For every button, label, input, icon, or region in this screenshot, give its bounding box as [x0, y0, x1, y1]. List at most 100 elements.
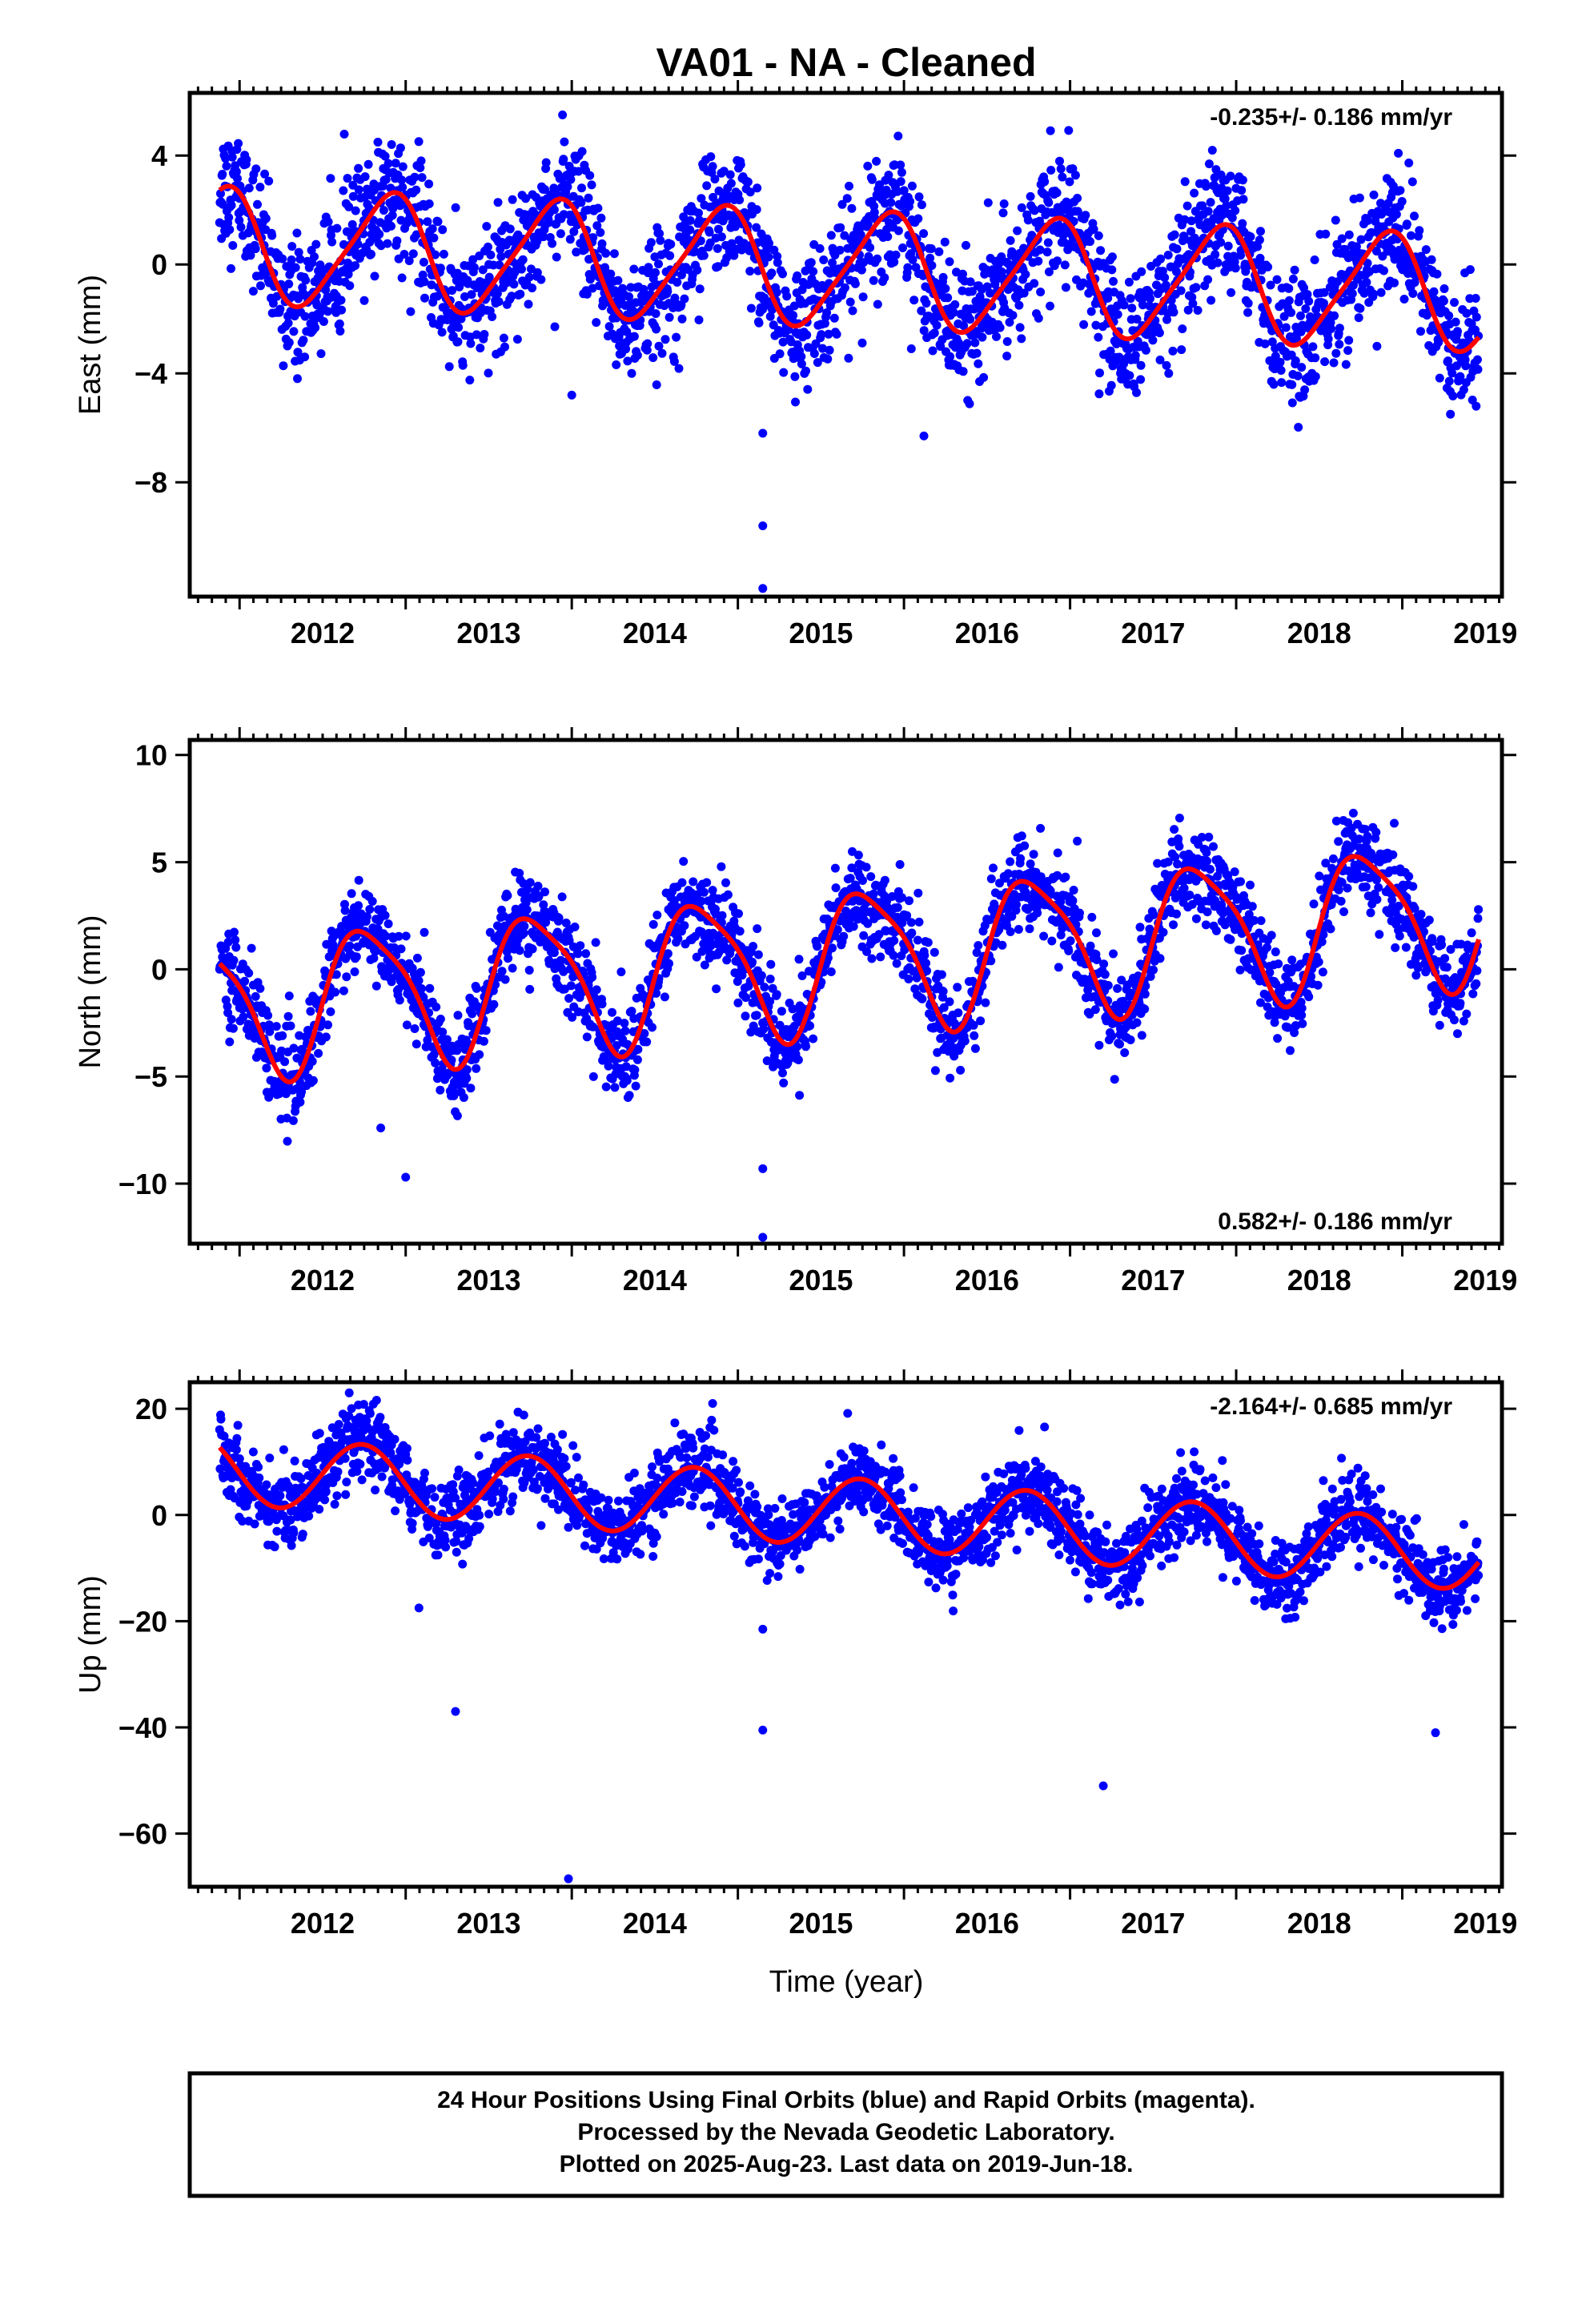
data-point — [596, 213, 606, 223]
data-point — [1432, 269, 1442, 279]
data-point — [1459, 385, 1468, 395]
data-point — [753, 183, 762, 193]
data-point — [1314, 957, 1323, 967]
data-point — [920, 951, 930, 960]
data-point — [1136, 360, 1146, 370]
data-point — [1283, 1023, 1293, 1032]
data-point — [581, 949, 591, 959]
data-point — [1149, 910, 1158, 919]
data-point — [1471, 294, 1480, 303]
data-point — [343, 270, 353, 279]
data-point — [260, 169, 270, 179]
data-point — [1065, 177, 1074, 187]
data-point — [962, 339, 972, 348]
data-point — [326, 174, 335, 183]
data-point — [826, 967, 836, 976]
data-point — [727, 239, 737, 248]
data-point — [1416, 327, 1425, 336]
data-point — [975, 292, 985, 301]
data-point — [712, 984, 721, 994]
data-point — [1012, 900, 1021, 910]
data-point — [1174, 842, 1184, 851]
data-point — [657, 348, 667, 358]
x-tick-label: 2014 — [623, 617, 687, 649]
data-point — [331, 970, 341, 979]
data-point — [588, 283, 597, 293]
data-point — [697, 896, 706, 906]
data-point — [1319, 930, 1328, 939]
data-point — [897, 167, 906, 177]
data-point — [798, 1003, 807, 1013]
data-point — [825, 345, 834, 355]
data-point — [1407, 177, 1417, 187]
data-point — [1073, 836, 1082, 846]
data-point — [652, 988, 661, 998]
data-point — [1064, 946, 1074, 955]
data-point — [1153, 858, 1162, 868]
data-point — [438, 225, 448, 235]
data-point — [1003, 869, 1013, 879]
data-point — [540, 185, 549, 195]
data-point — [1443, 356, 1453, 366]
data-point — [632, 1055, 642, 1064]
data-point — [1298, 1019, 1307, 1028]
data-point — [1331, 348, 1341, 358]
data-point — [1293, 371, 1303, 380]
data-point — [887, 892, 897, 901]
data-point — [1158, 927, 1168, 937]
data-point — [540, 887, 549, 897]
data-point — [278, 1031, 287, 1040]
data-point — [1321, 229, 1331, 239]
data-point — [1035, 216, 1044, 226]
data-point — [1465, 265, 1475, 275]
data-point — [930, 328, 939, 338]
data-point — [1036, 823, 1046, 833]
data-point — [717, 911, 727, 920]
data-point — [737, 971, 747, 980]
data-point — [383, 239, 392, 248]
data-point — [889, 951, 898, 960]
data-point — [966, 315, 975, 324]
data-point — [1055, 156, 1064, 166]
data-point — [472, 983, 481, 993]
data-point — [416, 156, 426, 166]
data-point — [1351, 242, 1361, 251]
plot-frame — [187, 90, 1504, 599]
data-point — [345, 281, 355, 291]
data-point — [515, 946, 524, 955]
data-point — [1227, 287, 1236, 297]
data-point — [960, 1036, 970, 1046]
data-point — [262, 1063, 271, 1073]
data-point — [919, 326, 929, 336]
data-point — [319, 317, 328, 326]
data-point — [680, 921, 689, 931]
data-point — [1026, 191, 1035, 201]
data-point — [1163, 251, 1173, 259]
data-point — [608, 1007, 616, 1017]
data-point — [995, 323, 1005, 332]
data-point — [1069, 886, 1078, 895]
data-point — [234, 139, 243, 148]
data-point — [642, 345, 652, 355]
data-point — [959, 321, 969, 331]
data-point — [778, 269, 787, 279]
data-point — [1294, 423, 1303, 432]
data-point — [1317, 937, 1327, 947]
data-point — [1006, 857, 1015, 866]
data-point — [817, 330, 826, 340]
data-point — [469, 263, 479, 272]
data-point — [938, 272, 948, 282]
data-point — [453, 1011, 463, 1020]
data-point — [752, 1011, 761, 1020]
data-point — [1201, 182, 1211, 191]
data-point — [223, 938, 233, 947]
data-point — [391, 159, 400, 168]
data-point — [937, 970, 946, 979]
data-point — [1296, 311, 1305, 320]
y-axis-label: East (mm) — [74, 275, 107, 415]
data-point — [793, 1055, 803, 1064]
data-point — [1100, 970, 1110, 979]
data-point — [1404, 159, 1414, 167]
x-tick-label: 2016 — [955, 617, 1019, 649]
data-point — [345, 941, 355, 951]
